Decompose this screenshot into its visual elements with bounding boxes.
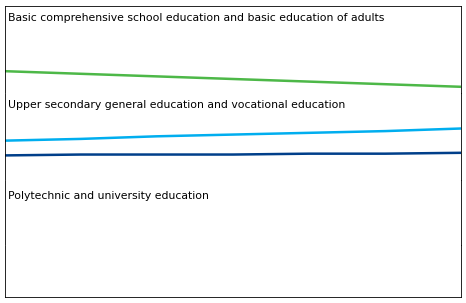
Text: Basic comprehensive school education and basic education of adults: Basic comprehensive school education and… [8, 13, 385, 23]
Text: Upper secondary general education and vocational education: Upper secondary general education and vo… [8, 100, 346, 110]
Text: Polytechnic and university education: Polytechnic and university education [8, 191, 209, 201]
